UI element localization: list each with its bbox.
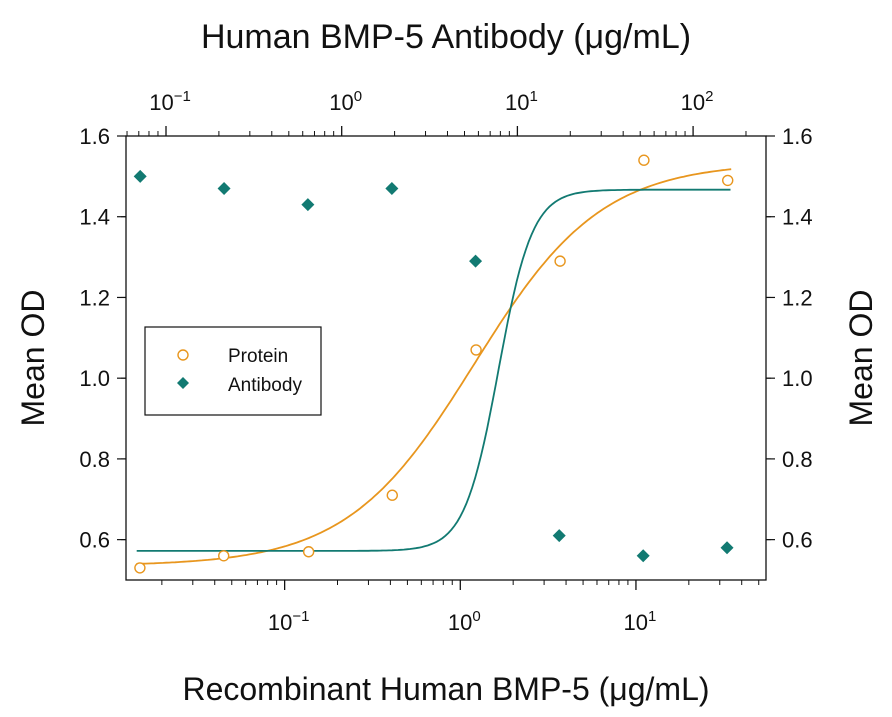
antibody-point [385,181,399,195]
protein-point [134,562,146,574]
x-top-tick-label: 100 [329,88,362,115]
y-tick-label-left: 0.6 [79,528,110,553]
antibody-point [552,529,566,543]
y-tick-label-right: 1.2 [782,285,813,310]
protein-point [554,255,566,267]
antibody-point [636,549,650,563]
antibody-fit-curve [136,188,731,552]
antibody-point [469,254,483,268]
y-tick-label-left: 0.8 [79,447,110,472]
chart-title: Human BMP-5 Antibody (μg/mL) [201,18,691,56]
legend: Protein Antibody [144,326,322,416]
legend-antibody-label: Antibody [228,375,302,396]
x-top-tick-label: 10−1 [149,88,191,115]
antibody-point [301,198,315,212]
protein-fit-curve [136,168,732,565]
x-bottom-tick-label: 100 [448,608,481,635]
protein-point [218,550,230,562]
legend-protein-label: Protein [228,346,288,367]
y-tick-label-right: 1.4 [782,205,813,230]
protein-point [638,154,650,166]
y-axis-label-left: Mean OD [15,290,51,427]
y-tick-label-left: 1.4 [79,205,110,230]
x-bottom-tick-label: 101 [624,608,657,635]
plot-frame [125,135,767,581]
legend-antibody-marker [177,377,189,389]
y-tick-label-right: 1.6 [782,124,813,149]
x-top-tick-label: 101 [505,88,538,115]
y-tick-label-left: 1.6 [79,124,110,149]
antibody-point [133,169,147,183]
legend-box [144,326,322,416]
protein-point [722,174,734,187]
protein-point [302,546,315,558]
y-tick-label-left: 1.2 [79,285,110,310]
y-tick-label-right: 0.6 [782,528,813,553]
protein-point [470,344,482,356]
x-axis-label: Recombinant Human BMP-5 (μg/mL) [182,671,709,707]
plot-area: 0.6 0.6 0.8 0.8 1.0 1.0 1.2 1.2 1.4 1.4 1.6 1.6 10−1… [79,88,812,635]
y-axis-label-right: Mean OD [843,290,879,427]
antibody-point [720,541,734,555]
antibody-point [217,181,231,195]
y-tick-label-right: 1.0 [782,366,813,391]
y-tick-label-left: 1.0 [79,366,110,391]
protein-point [386,489,398,501]
y-tick-label-right: 0.8 [782,447,813,472]
x-top-tick-label: 102 [681,88,714,115]
legend-protein-marker [177,349,189,361]
x-bottom-tick-label: 10−1 [268,608,310,635]
